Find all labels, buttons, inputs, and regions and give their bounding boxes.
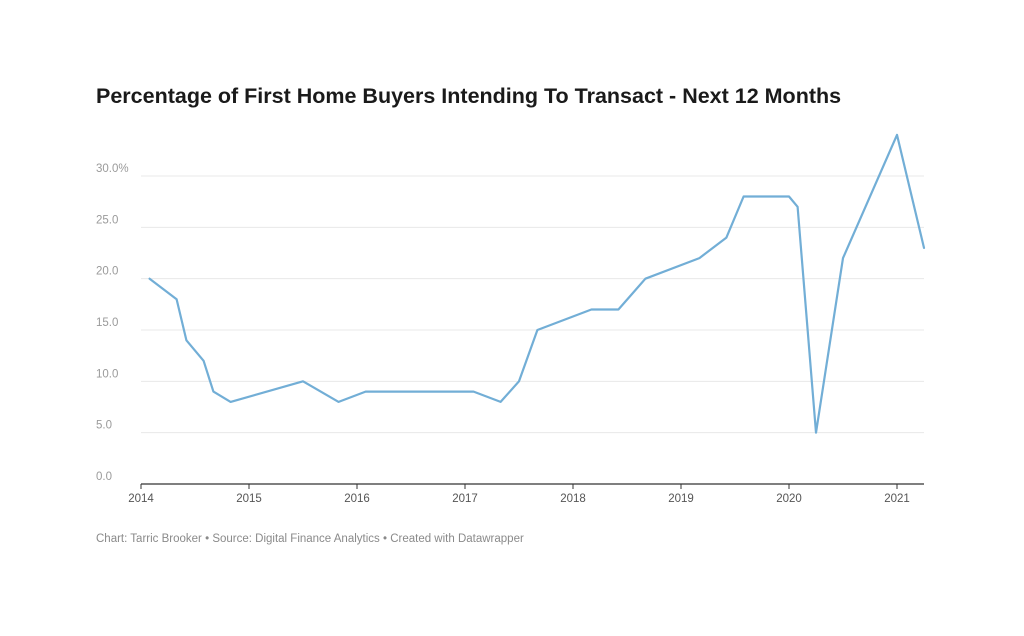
x-tick-label: 2016: [344, 493, 370, 505]
x-tick-label: 2021: [884, 493, 910, 505]
data-point: [643, 276, 648, 281]
x-tick-label: 2015: [236, 493, 262, 505]
data-point: [301, 379, 306, 384]
data-point: [201, 358, 206, 363]
chart-title: Percentage of First Home Buyers Intendin…: [96, 84, 842, 108]
data-point: [535, 328, 540, 333]
data-point: [147, 276, 152, 281]
data-point: [336, 399, 341, 404]
data-point: [814, 430, 819, 435]
source-text: Source: Digital Finance Analytics: [212, 533, 380, 545]
data-point: [589, 307, 594, 312]
chart-credit-text: Chart: Tarric Brooker: [96, 533, 202, 545]
data-point: [228, 399, 233, 404]
data-point: [174, 297, 179, 302]
y-tick-label: 5.0: [96, 420, 112, 432]
x-tick-label: 2017: [452, 493, 478, 505]
data-point: [787, 194, 792, 199]
y-tick-label: 0.0: [96, 471, 112, 483]
y-tick-label: 25.0: [96, 214, 118, 226]
data-point: [211, 389, 216, 394]
data-point: [724, 235, 729, 240]
data-point: [841, 256, 846, 261]
y-axis-tick-labels: 0.0 5.0 10.0 15.0 20.0 25.0 30.0%: [96, 163, 129, 483]
x-tick-label: 2018: [560, 493, 586, 505]
y-tick-label: 10.0: [96, 368, 118, 380]
data-point: [922, 245, 927, 250]
data-point: [895, 132, 900, 137]
gridlines: [141, 175, 924, 434]
data-point: [795, 204, 800, 209]
y-tick-label: 30.0%: [96, 163, 129, 175]
data-point: [471, 389, 476, 394]
data-point: [498, 399, 503, 404]
x-tick-label: 2020: [776, 493, 802, 505]
y-tick-label: 20.0: [96, 266, 118, 278]
data-point: [363, 389, 368, 394]
series-layer: [147, 132, 927, 435]
credit-separator-1: •: [201, 533, 213, 545]
x-tick-label: 2019: [668, 493, 694, 505]
data-point: [697, 256, 702, 261]
y-tick-label: 15.0: [96, 317, 118, 329]
x-axis-tick-labels: 2014 2015 2016 2017 2018 2019 2020 2021: [128, 484, 910, 505]
data-point: [517, 379, 522, 384]
data-point: [184, 338, 189, 343]
data-point: [741, 194, 746, 199]
created-with-text: Created with Datawrapper: [390, 533, 524, 545]
series-line: [148, 133, 926, 434]
data-point: [616, 307, 621, 312]
chart-credits: Chart: Tarric Brooker • Source: Digital …: [96, 533, 524, 545]
x-tick-label: 2014: [128, 493, 154, 505]
credit-separator-2: •: [379, 533, 391, 545]
